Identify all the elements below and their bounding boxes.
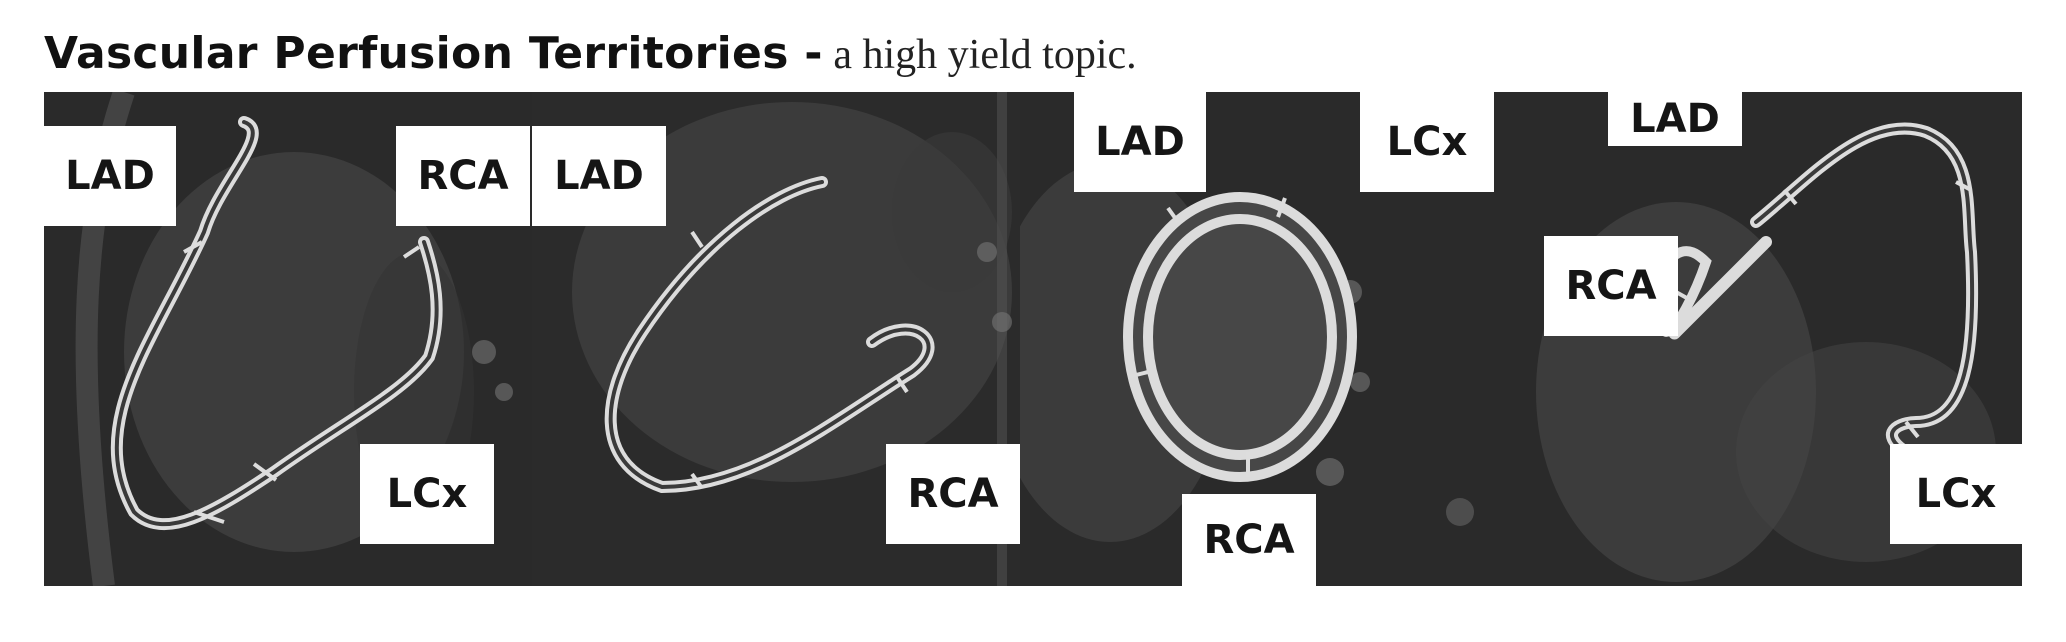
label-rca: RCA [1182, 494, 1316, 586]
label-lcx: LCx [1890, 444, 2022, 544]
label-lcx: LCx [1360, 92, 1494, 192]
label-rca: RCA [1544, 236, 1678, 336]
label-lad: LAD [532, 126, 666, 226]
title-subtitle: a high yield topic. [822, 32, 1137, 78]
mri-panel-4: LAD RCA LCx [1506, 92, 2022, 586]
label-lad: LAD [44, 126, 176, 226]
label-lad: LAD [1074, 92, 1206, 192]
mri-panel-2: LAD RCA [532, 92, 1020, 586]
mri-panel-3: LAD LCx RCA [1020, 92, 1506, 586]
mri-panel-1: LAD RCA LCx [44, 92, 532, 586]
label-rca: RCA [886, 444, 1020, 544]
page-title: Vascular Perfusion Territories - a high … [44, 24, 1137, 84]
label-lcx: LCx [360, 444, 494, 544]
label-lad: LAD [1608, 92, 1742, 146]
title-bold: Vascular Perfusion Territories - [44, 28, 823, 79]
label-rca: RCA [396, 126, 530, 226]
